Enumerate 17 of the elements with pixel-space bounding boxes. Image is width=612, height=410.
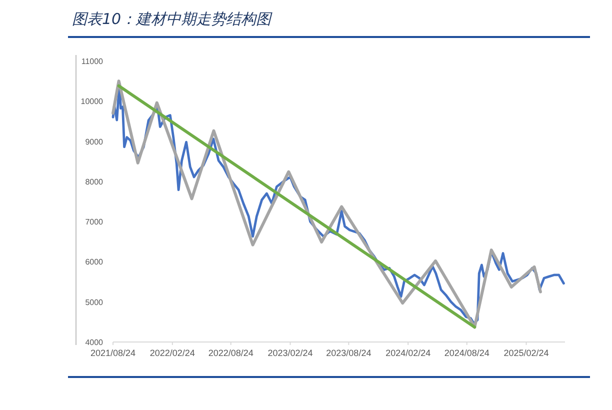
x-tick-label: 2022/02/24 [150,348,195,358]
chart-title: 图表10：建材中期走势结构图 [72,10,274,28]
y-tick-label: 10000 [80,97,104,106]
x-tick-label: 2024/08/24 [444,348,490,358]
y-tick-label: 5000 [85,298,104,307]
y-tick-label: 9000 [85,137,104,146]
x-tick-label: 2025/02/24 [504,348,549,358]
x-tick-label: 2023/02/24 [268,348,313,358]
y-tick-label: 7000 [85,218,104,227]
x-tick-label: 2023/08/24 [326,348,372,358]
x-tick-label: 2021/08/24 [90,348,136,358]
y-tick-label: 8000 [85,177,104,186]
x-tick-label: 2022/08/24 [208,348,254,358]
x-tick-label: 2024/02/24 [386,348,431,358]
y-tick-label: 11000 [81,57,104,66]
y-tick-label: 4000 [85,338,104,347]
y-tick-label: 6000 [85,258,104,267]
